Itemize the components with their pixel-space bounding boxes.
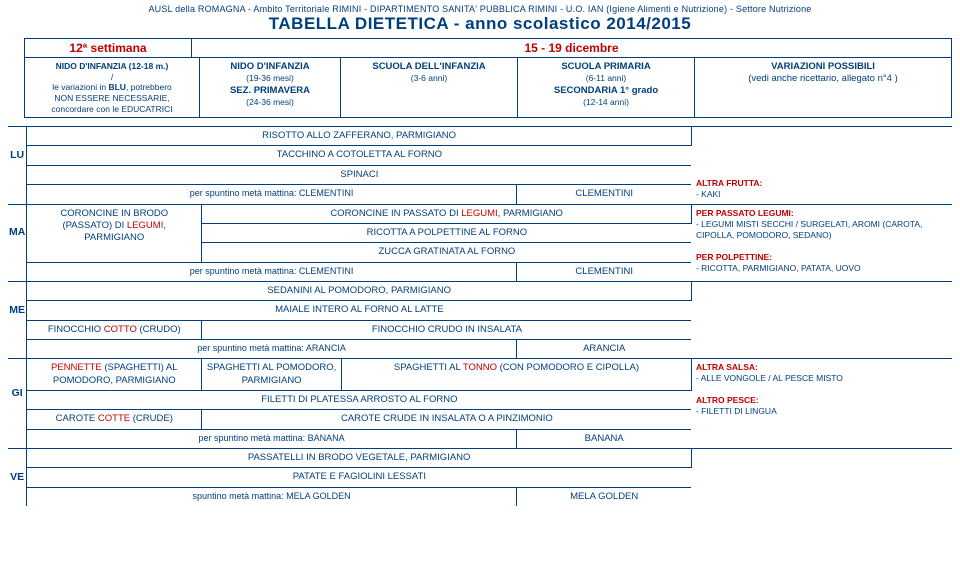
snack1-val: CLEMENTINI bbox=[516, 185, 691, 204]
snack5-val: MELA GOLDEN bbox=[516, 487, 691, 506]
day-gi: GI bbox=[8, 359, 27, 429]
day-ve: VE bbox=[8, 448, 27, 506]
ve-note bbox=[691, 448, 952, 506]
me-dish1: SEDANINI AL POMODORO, PARMIGIANO bbox=[27, 281, 692, 300]
week-date-row: 12ª settimana 15 - 19 dicembre bbox=[25, 39, 951, 57]
gi-mid1: SPAGHETTI AL POMODORO, PARMIGIANO bbox=[202, 359, 342, 391]
day-lu: LU bbox=[8, 127, 27, 185]
snack4-val: BANANA bbox=[516, 429, 691, 448]
snack3-val: ARANCIA bbox=[516, 339, 691, 358]
lu-dish3: SPINACI bbox=[27, 165, 692, 184]
lu-dish1: RISOTTO ALLO ZAFFERANO, PARMIGIANO bbox=[27, 127, 692, 146]
me-dish2: MAIALE INTERO AL FORNO AL LATTE bbox=[27, 301, 692, 320]
snack5-label: spuntino metà mattina: MELA GOLDEN bbox=[27, 487, 517, 506]
gi-left3: CAROTE COTTE (CRUDE) bbox=[27, 410, 202, 429]
day-ma: MA bbox=[8, 204, 27, 262]
table-row: LU RISOTTO ALLO ZAFFERANO, PARMIGIANO AL… bbox=[8, 127, 952, 146]
table-row: MA CORONCINE IN BRODO (PASSATO) DI LEGUM… bbox=[8, 204, 952, 223]
snack4-label: per spuntino metà mattina: BANANA bbox=[27, 429, 517, 448]
column-headers: NIDO D'INFANZIA (12-18 m.) / le variazio… bbox=[25, 57, 951, 117]
head-nido: NIDO D'INFANZIA (19-36 mesi) SEZ. PRIMAV… bbox=[200, 58, 341, 117]
snack1-label: per spuntino metà mattina: CLEMENTINI bbox=[27, 185, 517, 204]
snack2-val: CLEMENTINI bbox=[516, 262, 691, 281]
head-nido-small: NIDO D'INFANZIA (12-18 m.) / le variazio… bbox=[25, 58, 200, 117]
table-row: GI PENNETTE (SPAGHETTI) AL POMODORO, PAR… bbox=[8, 359, 952, 391]
header-title: TABELLA DIETETICA - anno scolastico 2014… bbox=[0, 14, 960, 34]
lu-note: ALTRA FRUTTA: - KAKI bbox=[691, 127, 952, 204]
ma-note: PER PASSATO LEGUMI: - LEGUMI MISTI SECCH… bbox=[691, 204, 952, 281]
gi-note: ALTRA SALSA: - ALLE VONGOLE / AL PESCE M… bbox=[691, 359, 952, 449]
day-me: ME bbox=[8, 281, 27, 339]
head-primaria: SCUOLA PRIMARIA (6-11 anni) SECONDARIA 1… bbox=[518, 58, 695, 117]
date-range: 15 - 19 dicembre bbox=[192, 39, 951, 57]
head-variazioni: VARIAZIONI POSSIBILI (vedi anche ricetta… bbox=[695, 58, 951, 117]
week-label: 12ª settimana bbox=[25, 39, 192, 57]
gi-dish3: CAROTE CRUDE IN INSALATA O A PINZIMONIO bbox=[202, 410, 692, 429]
table-row: VE PASSATELLI IN BRODO VEGETALE, PARMIGI… bbox=[8, 448, 952, 467]
ma-dish3: ZUCCA GRATINATA AL FORNO bbox=[202, 243, 692, 262]
gi-left1: PENNETTE (SPAGHETTI) AL POMODORO, PARMIG… bbox=[27, 359, 202, 391]
page-header: AUSL della ROMAGNA - Ambito Territoriale… bbox=[0, 0, 960, 36]
ma-dish2: RICOTTA A POLPETTINE AL FORNO bbox=[202, 223, 692, 242]
snack3-label: per spuntino metà mattina: ARANCIA bbox=[27, 339, 517, 358]
header-line1: AUSL della ROMAGNA - Ambito Territoriale… bbox=[0, 4, 960, 14]
ve-dish1: PASSATELLI IN BRODO VEGETALE, PARMIGIANO bbox=[27, 448, 692, 467]
snack2-label: per spuntino metà mattina: CLEMENTINI bbox=[27, 262, 517, 281]
table-row: ME SEDANINI AL POMODORO, PARMIGIANO bbox=[8, 281, 952, 300]
diet-table: LU RISOTTO ALLO ZAFFERANO, PARMIGIANO AL… bbox=[8, 126, 952, 506]
ma-dish1: CORONCINE IN PASSATO DI LEGUMI, PARMIGIA… bbox=[202, 204, 692, 223]
me-note bbox=[691, 281, 952, 358]
gi-right1: SPAGHETTI AL TONNO (CON POMODORO E CIPOL… bbox=[341, 359, 691, 391]
table-frame: 12ª settimana 15 - 19 dicembre NIDO D'IN… bbox=[24, 38, 952, 118]
head-infanzia: SCUOLA DELL'INFANZIA (3-6 anni) bbox=[341, 58, 518, 117]
me-left: FINOCCHIO COTTO (CRUDO) bbox=[27, 320, 202, 339]
gi-dish2: FILETTI DI PLATESSA ARROSTO AL FORNO bbox=[27, 390, 692, 409]
ma-left: CORONCINE IN BRODO (PASSATO) DI LEGUMI, … bbox=[27, 204, 202, 262]
ve-dish2: PATATE E FAGIOLINI LESSATI bbox=[27, 468, 692, 487]
lu-dish2: TACCHINO A COTOLETTA AL FORNO bbox=[27, 146, 692, 165]
me-dish3: FINOCCHIO CRUDO IN INSALATA bbox=[202, 320, 692, 339]
